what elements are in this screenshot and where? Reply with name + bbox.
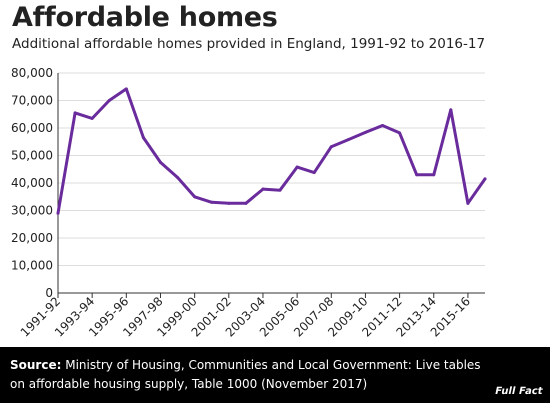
y-tick-label: 50,000	[11, 149, 53, 163]
y-tick-label: 80,000	[11, 66, 53, 80]
data-point	[107, 99, 111, 102]
chart-title: Affordable homes	[12, 2, 278, 33]
line-chart: 0 10,000 20,000 30,000 40,000 50,000 60,000 70,…	[11, 66, 487, 340]
y-tick-label: 70,000	[11, 94, 53, 108]
data-point	[483, 177, 487, 181]
data-point	[329, 145, 333, 149]
data-point	[176, 176, 180, 179]
data-point	[193, 195, 197, 199]
data-point	[346, 138, 350, 142]
data-point	[449, 108, 453, 112]
data-point	[210, 200, 214, 204]
data-point	[141, 136, 145, 140]
y-tick-label: 60,000	[11, 121, 53, 135]
series-line	[56, 87, 487, 215]
data-point	[398, 131, 402, 135]
data-point	[363, 130, 367, 134]
data-point	[124, 87, 128, 91]
data-point	[278, 188, 282, 192]
y-tick-label: 10,000	[11, 259, 53, 273]
source-note: Source: Ministry of Housing, Communities…	[10, 356, 490, 394]
data-point	[261, 187, 265, 191]
data-point	[466, 201, 470, 205]
source-label: Source:	[10, 358, 62, 372]
full-fact-logo: Full Fact	[493, 386, 544, 397]
data-point	[432, 173, 436, 177]
y-tick-label: 30,000	[11, 204, 53, 218]
chart-subtitle: Additional affordable homes provided in …	[12, 36, 486, 52]
data-point	[415, 173, 419, 177]
source-text: Ministry of Housing, Communities and Loc…	[10, 358, 481, 391]
data-point	[381, 124, 385, 128]
data-point	[158, 160, 162, 164]
data-point	[56, 211, 60, 215]
source-footer: Source: Ministry of Housing, Communities…	[0, 347, 550, 403]
data-point	[295, 165, 299, 169]
y-tick-label: 20,000	[11, 231, 53, 245]
data-point	[90, 116, 94, 120]
data-point	[312, 171, 316, 175]
data-point	[73, 111, 77, 115]
data-point	[227, 201, 231, 205]
y-tick-label: 0	[45, 286, 53, 300]
data-point	[244, 201, 248, 205]
y-tick-label: 40,000	[11, 176, 53, 190]
